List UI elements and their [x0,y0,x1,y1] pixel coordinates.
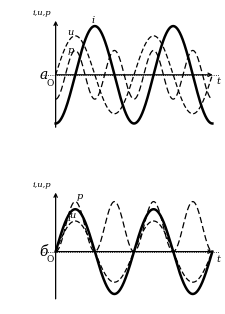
Text: p: p [76,192,82,201]
Text: O: O [47,255,54,264]
Text: t: t [215,255,219,263]
Text: t: t [215,78,219,86]
Text: i,u,p: i,u,p [32,181,51,189]
Text: i,u,p: i,u,p [32,9,51,17]
Text: p: p [67,46,74,55]
Text: i: i [68,214,71,224]
Text: б: б [39,245,47,259]
Text: O: O [47,79,54,88]
Text: u: u [69,211,75,220]
Text: u: u [67,28,73,37]
Text: a: a [39,68,47,82]
Text: i: i [91,16,94,25]
